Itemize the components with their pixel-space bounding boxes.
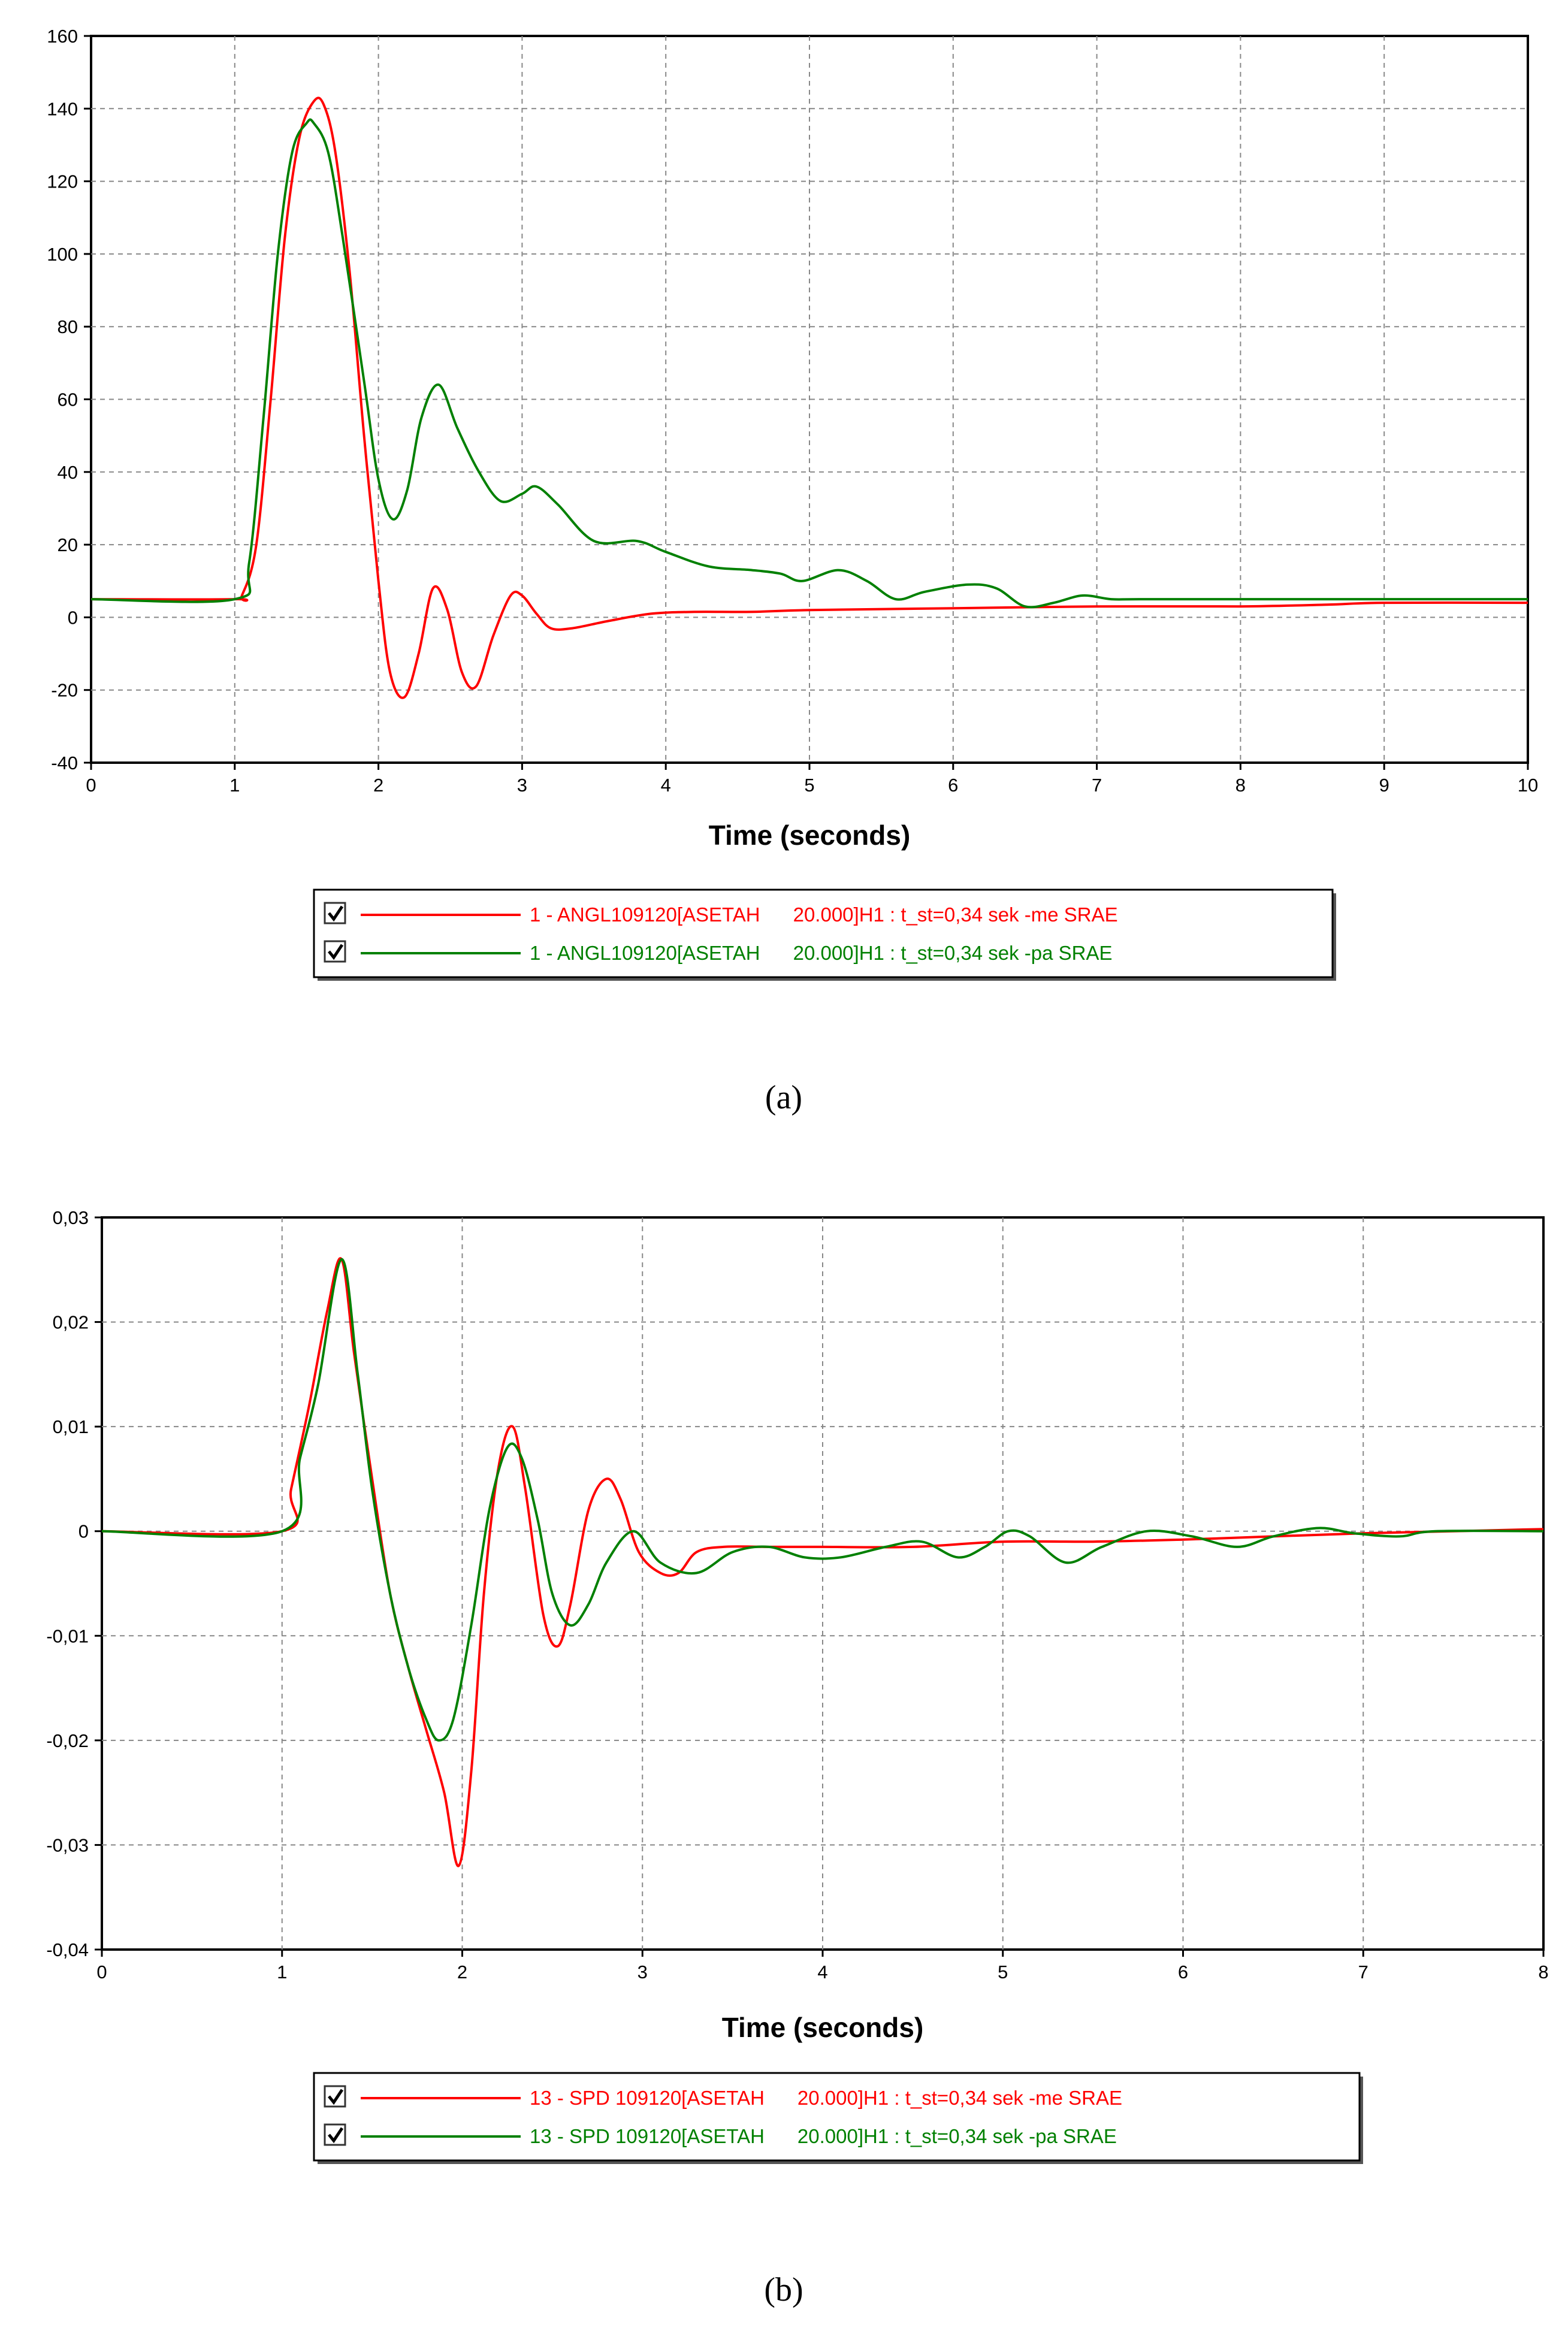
y-tick-label: -0,03: [46, 1835, 89, 1855]
x-axis-label: Time (seconds): [709, 820, 911, 851]
y-tick-label: 0,01: [53, 1416, 89, 1437]
legend-label: 1 - ANGL109120[ASETAH 20.000]H1 : t_st=0…: [530, 942, 1113, 964]
legend-label: 13 - SPD 109120[ASETAH 20.000]H1 : t_st=…: [530, 2125, 1117, 2147]
y-tick-label: -0,02: [46, 1730, 89, 1751]
x-tick-label: 2: [373, 775, 383, 796]
legend-box: [313, 2072, 1361, 2162]
y-tick-label: 0: [68, 607, 78, 628]
legend-box: [313, 889, 1334, 978]
x-tick-label: 2: [457, 1962, 467, 1983]
caption-a: (a): [765, 1079, 802, 1116]
y-tick-label: 120: [47, 171, 78, 192]
x-tick-label: 6: [948, 775, 958, 796]
legend-checkbox[interactable]: [324, 2085, 346, 2108]
y-tick-label: 0: [78, 1521, 89, 1542]
series-line-1: [101, 1257, 1544, 1867]
x-tick-label: 5: [804, 775, 814, 796]
y-tick-label: 40: [58, 462, 78, 483]
x-tick-label: 4: [661, 775, 671, 796]
x-tick-label: 0: [86, 775, 96, 796]
y-tick-label: 0,03: [53, 1207, 89, 1228]
series-line-2: [101, 1258, 1544, 1742]
y-tick-label: 20: [58, 534, 78, 555]
y-tick-label: -40: [51, 753, 78, 773]
x-tick-label: 0: [96, 1962, 107, 1983]
x-tick-label: 1: [229, 775, 240, 796]
x-tick-label: 7: [1358, 1962, 1368, 1983]
series-line-1: [90, 96, 1528, 699]
y-tick-label: 60: [58, 389, 78, 410]
chart-b: 0 1 2 3 4 5 6 7 8 -0,04 -0,03 -0,02 -0,01 0 0,01 0,02 0,…: [46, 1207, 1548, 2043]
x-tick-label: 3: [517, 775, 527, 796]
x-tick-label: 5: [998, 1962, 1008, 1983]
y-tick-label: 80: [58, 316, 78, 337]
legend-label: 1 - ANGL109120[ASETAH 20.000]H1 : t_st=0…: [530, 903, 1118, 926]
x-tick-label: 1: [277, 1962, 287, 1983]
x-tick-label: 9: [1379, 775, 1389, 796]
caption-b: (b): [764, 2271, 803, 2308]
x-axis-label: Time (seconds): [722, 2012, 924, 2043]
y-tick-label: -0,04: [46, 1939, 89, 1960]
plot-area: [101, 1216, 1545, 1951]
x-tick-label: 7: [1092, 775, 1102, 796]
y-tick-label: 100: [47, 244, 78, 265]
x-tick-label: 10: [1518, 775, 1538, 796]
legend-checkbox[interactable]: [324, 2123, 346, 2146]
chart-a: 0 1 2 3 4 5 6 7 8 9 10 -40 -20 0 20 40 60 80 100 120 140 160 T…: [47, 26, 1538, 851]
y-tick-label: -0,01: [46, 1625, 89, 1646]
legend-label: 13 - SPD 109120[ASETAH 20.000]H1 : t_st=…: [530, 2087, 1122, 2109]
x-tick-label: 6: [1178, 1962, 1188, 1983]
legend-b: 13 - SPD 109120[ASETAH 20.000]H1 : t_st=…: [313, 2072, 1363, 2164]
x-tick-label: 8: [1538, 1962, 1548, 1983]
y-tick-label: 160: [47, 26, 78, 47]
legend-checkbox[interactable]: [324, 902, 346, 924]
y-tick-label: -20: [51, 680, 78, 701]
x-tick-label: 3: [638, 1962, 648, 1983]
series-line-2: [90, 118, 1528, 609]
x-tick-label: 8: [1235, 775, 1246, 796]
y-tick-label: 140: [47, 98, 78, 119]
x-tick-label: 4: [817, 1962, 827, 1983]
y-tick-label: 0,02: [53, 1312, 89, 1333]
legend-a: 1 - ANGL109120[ASETAH 20.000]H1 : t_st=0…: [313, 889, 1336, 981]
legend-checkbox[interactable]: [324, 940, 346, 963]
